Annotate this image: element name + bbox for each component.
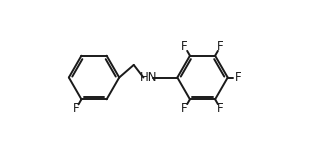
Text: F: F <box>217 40 224 53</box>
Text: F: F <box>235 71 242 84</box>
Text: F: F <box>181 40 188 53</box>
Text: F: F <box>73 102 79 115</box>
Text: HN: HN <box>139 71 157 84</box>
Text: F: F <box>181 102 188 115</box>
Text: F: F <box>217 102 224 115</box>
